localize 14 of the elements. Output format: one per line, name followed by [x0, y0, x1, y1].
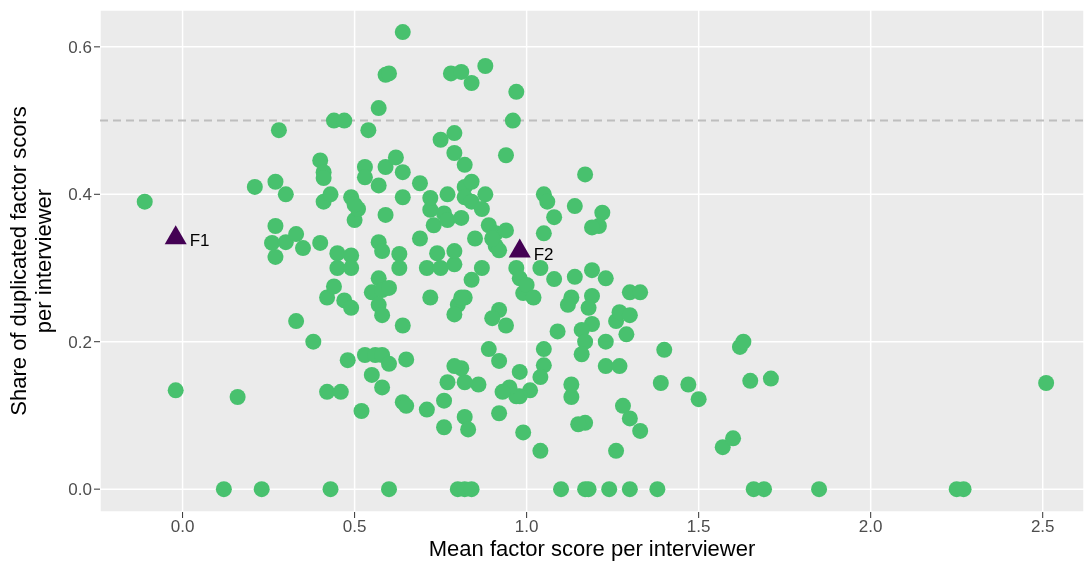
x-tick-label: 0.0 — [170, 517, 195, 537]
x-axis-title: Mean factor score per interviewer — [428, 536, 756, 561]
y-axis-title: Share of duplicated factor scors per interviewer — [6, 106, 56, 416]
annotation: F2 — [533, 244, 554, 264]
x-tick-label: 2.0 — [858, 517, 883, 537]
y-tick-label: 0.0 — [68, 480, 92, 500]
x-tick-label: 0.5 — [342, 517, 367, 537]
annotation: F1 — [189, 231, 210, 251]
x-tick-label: 1.5 — [686, 517, 711, 537]
y-tick-label: 0.4 — [68, 185, 92, 205]
x-tick-label: 2.5 — [1030, 517, 1055, 537]
y-tick-label: 0.6 — [68, 37, 92, 57]
x-tick-label: 1.0 — [514, 517, 539, 537]
y-tick-label: 0.2 — [68, 332, 92, 352]
